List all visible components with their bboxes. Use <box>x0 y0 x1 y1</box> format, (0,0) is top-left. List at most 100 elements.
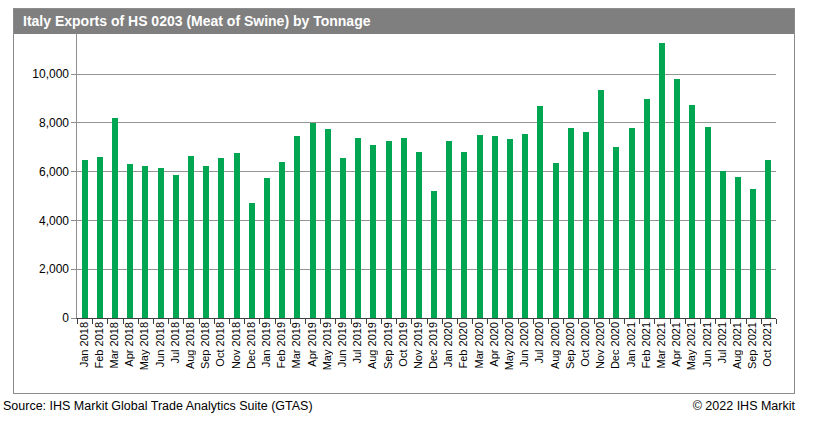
x-axis-labels: Jan 2018Feb 2018Mar 2018Apr 2018May 2018… <box>76 319 775 393</box>
bar-nov-2019 <box>416 152 422 318</box>
bar-aug-2021 <box>735 177 741 318</box>
x-tick-label: Nov 2018 <box>228 322 244 369</box>
x-tick-label: Feb 2020 <box>455 322 471 368</box>
y-tick-label: 10,000 <box>32 67 69 81</box>
x-tick-label: Apr 2018 <box>121 322 137 367</box>
x-tick-label: Mar 2020 <box>471 322 487 368</box>
x-tick-label: Jun 2018 <box>152 322 168 367</box>
bar-feb-2019 <box>279 162 285 318</box>
source-note: Source: IHS Markit Global Trade Analytic… <box>3 399 313 413</box>
y-tick-label: 6,000 <box>39 165 69 179</box>
chart-frame: Italy Exports of HS 0203 (Meat of Swine)… <box>13 8 795 394</box>
x-tick-label: Mar 2019 <box>288 322 304 368</box>
x-tick-label: Apr 2020 <box>486 322 502 367</box>
x-tick-label: Dec 2020 <box>607 322 623 369</box>
x-tick-label: Feb 2019 <box>273 322 289 368</box>
x-tick-label: Oct 2020 <box>577 322 593 367</box>
x-tick-label: Nov 2019 <box>410 322 426 369</box>
bar-apr-2018 <box>127 164 133 318</box>
x-tick-label: Apr 2021 <box>668 322 684 367</box>
bar-mar-2019 <box>294 136 300 318</box>
x-tick-label: Sep 2019 <box>380 322 396 369</box>
bar-aug-2019 <box>370 145 376 318</box>
y-axis-tick <box>71 269 76 270</box>
bar-jan-2018 <box>82 160 88 318</box>
bar-apr-2020 <box>492 136 498 318</box>
x-tick-label: Feb 2018 <box>91 322 107 368</box>
x-tick-label: Sep 2021 <box>744 322 760 369</box>
x-axis-tick <box>776 319 777 324</box>
gridline <box>77 171 776 172</box>
bar-jan-2020 <box>446 141 452 318</box>
x-tick-label: May 2019 <box>319 322 335 370</box>
y-axis-tick <box>71 122 76 123</box>
bar-jul-2020 <box>537 106 543 318</box>
bar-jul-2019 <box>355 138 361 318</box>
x-tick-label: Dec 2018 <box>243 322 259 369</box>
bar-may-2021 <box>689 105 695 318</box>
x-tick-label: Feb 2021 <box>638 322 654 368</box>
x-tick-label: Jul 2020 <box>531 322 547 364</box>
x-tick-label: Aug 2021 <box>729 322 745 369</box>
copyright-note: © 2022 IHS Markit <box>693 399 795 413</box>
y-axis-tick <box>71 318 76 319</box>
gridline <box>77 74 776 75</box>
x-tick-label: Apr 2019 <box>304 322 320 367</box>
x-tick-label: Sep 2018 <box>197 322 213 369</box>
x-tick-label: May 2020 <box>501 322 517 370</box>
bar-jan-2019 <box>264 178 270 318</box>
chart-title: Italy Exports of HS 0203 (Meat of Swine)… <box>23 13 370 29</box>
bar-feb-2018 <box>97 157 103 318</box>
x-tick-label: Jun 2021 <box>699 322 715 367</box>
bar-may-2020 <box>507 139 513 318</box>
bar-mar-2020 <box>477 135 483 318</box>
y-tick-label: 4,000 <box>39 214 69 228</box>
bar-sep-2021 <box>750 189 756 318</box>
x-tick-label: Jun 2019 <box>334 322 350 367</box>
gridline <box>77 269 776 270</box>
y-tick-label: 8,000 <box>39 116 69 130</box>
bar-aug-2018 <box>188 156 194 318</box>
y-axis-tick <box>71 74 76 75</box>
x-tick-label: Dec 2019 <box>425 322 441 369</box>
bar-jun-2018 <box>158 168 164 318</box>
bar-mar-2018 <box>112 118 118 318</box>
x-tick-label: Jan 2020 <box>440 322 456 367</box>
x-tick-label: May 2018 <box>136 322 152 370</box>
x-tick-label: Oct 2018 <box>212 322 228 367</box>
x-tick-label: Mar 2021 <box>653 322 669 368</box>
chart-footer: Source: IHS Markit Global Trade Analytic… <box>3 399 795 413</box>
chart-title-bar: Italy Exports of HS 0203 (Meat of Swine)… <box>14 9 794 34</box>
bar-jul-2021 <box>720 171 726 318</box>
bar-oct-2019 <box>401 138 407 318</box>
bar-nov-2018 <box>234 153 240 318</box>
bar-sep-2019 <box>386 141 392 318</box>
x-tick-label: Aug 2020 <box>547 322 563 369</box>
x-tick-label: Jan 2019 <box>258 322 274 367</box>
bar-nov-2020 <box>598 90 604 318</box>
x-tick-label: Jan 2021 <box>623 322 639 367</box>
bar-jun-2021 <box>705 127 711 318</box>
x-tick-label: Aug 2018 <box>182 322 198 369</box>
bar-sep-2020 <box>568 128 574 318</box>
bar-jul-2018 <box>173 175 179 318</box>
x-tick-label: Jul 2019 <box>349 322 365 364</box>
bar-dec-2019 <box>431 191 437 318</box>
x-tick-label: Mar 2018 <box>106 322 122 368</box>
x-tick-label: Nov 2020 <box>592 322 608 369</box>
bar-jun-2019 <box>340 158 346 318</box>
bar-may-2018 <box>142 166 148 318</box>
bar-apr-2021 <box>674 79 680 318</box>
bar-dec-2020 <box>613 147 619 318</box>
bar-jun-2020 <box>522 134 528 318</box>
y-axis-tick <box>71 220 76 221</box>
bar-oct-2021 <box>765 160 771 318</box>
bar-feb-2020 <box>461 152 467 318</box>
x-tick-label: Jul 2018 <box>167 322 183 364</box>
bar-oct-2020 <box>583 132 589 318</box>
bar-may-2019 <box>325 129 331 318</box>
x-tick-label: Jan 2018 <box>76 322 92 367</box>
gridline <box>77 122 776 123</box>
y-tick-label: 0 <box>62 311 69 325</box>
x-tick-label: Aug 2019 <box>364 322 380 369</box>
